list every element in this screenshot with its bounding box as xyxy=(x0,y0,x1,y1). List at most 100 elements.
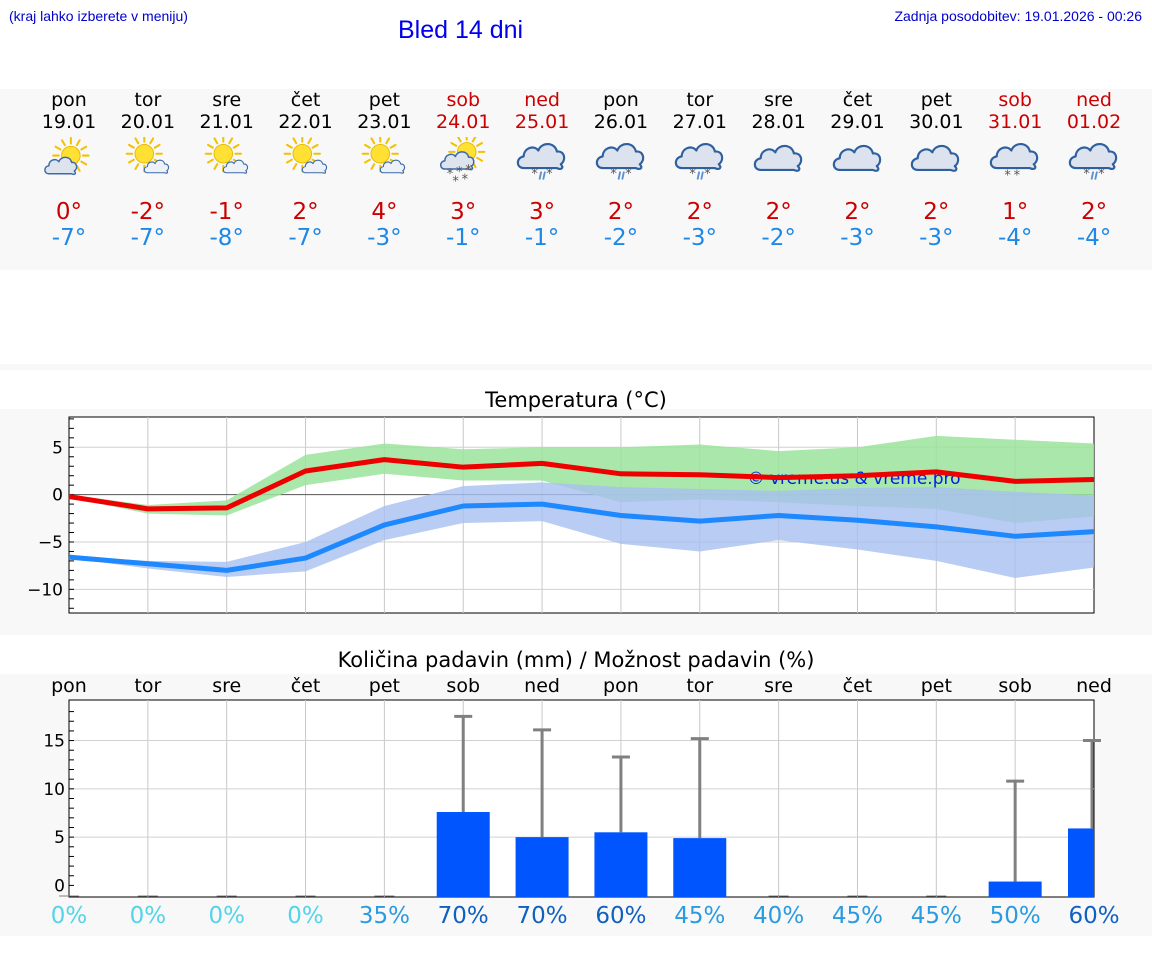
day-column: pon 19.01 0° -7° xyxy=(30,89,108,259)
precipitation-probability: 70% xyxy=(437,903,489,929)
max-temperature: 3° xyxy=(450,199,477,225)
max-temperature: 2° xyxy=(1080,199,1108,225)
x-category-label: sob xyxy=(446,675,480,697)
sun-ray xyxy=(61,139,66,147)
mostly-sunny-icon xyxy=(283,137,327,174)
sun-ray xyxy=(80,145,88,151)
sun-shape xyxy=(125,137,163,173)
day-name: sre xyxy=(764,89,794,111)
cloud-outline xyxy=(44,156,78,176)
cloudy-icon xyxy=(911,144,960,172)
sun-ray xyxy=(134,137,140,145)
day-name: ned xyxy=(524,89,560,111)
mostly-sunny-icon xyxy=(362,137,406,174)
cloud-shape xyxy=(380,159,406,174)
max-temperature: 2° xyxy=(686,199,713,225)
day-name: čet xyxy=(290,89,321,111)
x-category-label: sob xyxy=(998,675,1032,697)
sun-ray xyxy=(370,137,376,145)
day-date: 28.01 xyxy=(751,111,806,133)
min-temperature-line xyxy=(68,501,1095,573)
sun-ray xyxy=(364,143,372,149)
min-temperature: -4° xyxy=(1076,225,1112,251)
y-tick-label: −5 xyxy=(38,533,63,553)
cloud-outline xyxy=(440,151,475,171)
cloud-shape xyxy=(301,159,327,174)
cloudy-icon xyxy=(832,144,881,172)
sun-ray xyxy=(311,143,319,149)
day-column: tor 20.01 -2° -7° xyxy=(109,89,187,259)
sun-ray xyxy=(153,143,161,149)
precipitation-bar xyxy=(436,812,490,897)
day-date: 01.02 xyxy=(1066,111,1122,133)
precipitation-probability: 35% xyxy=(358,903,410,929)
mostly-sunny-icon xyxy=(125,137,169,174)
day-column: pon 26.01 * * 2° -2° xyxy=(582,89,660,259)
cloud-outline xyxy=(989,143,1039,170)
cloud-outline xyxy=(753,144,802,172)
sun-ray xyxy=(385,137,391,145)
cloud-outline xyxy=(380,159,406,174)
sun-ray xyxy=(370,163,376,171)
x-category-label: tor xyxy=(134,675,161,697)
day-name: ned xyxy=(1076,89,1112,111)
plot-area xyxy=(68,699,1095,898)
min-temperature: -3° xyxy=(367,225,402,251)
sun-shape xyxy=(204,137,242,173)
cloud-shape xyxy=(1068,143,1118,170)
snowflake: * xyxy=(546,167,553,182)
raindrop xyxy=(542,171,546,180)
min-temperature: -3° xyxy=(682,225,718,251)
sun-ray xyxy=(149,137,154,145)
cloud-outline xyxy=(143,159,169,174)
snowflake: * xyxy=(447,167,454,182)
min-temperature: -4° xyxy=(997,225,1033,251)
day-date: 27.01 xyxy=(672,111,727,133)
day-name: čet xyxy=(842,89,873,111)
cloud-outline xyxy=(1068,143,1118,170)
x-category-label: sre xyxy=(764,675,793,697)
day-name: tor xyxy=(134,89,162,111)
sun-ray xyxy=(80,160,88,166)
snowflake: * xyxy=(625,167,632,182)
min-temperature: -7° xyxy=(288,225,323,251)
min-temperature: -2° xyxy=(603,225,639,251)
day-name: tor xyxy=(686,89,714,111)
y-tick-label: −10 xyxy=(27,580,63,600)
snowflake: * xyxy=(1098,167,1105,182)
cloud-shape xyxy=(595,143,645,170)
sun-ray xyxy=(127,143,135,149)
min-temperature: -1° xyxy=(446,225,481,251)
cloud-outline xyxy=(595,143,645,170)
sun-ray xyxy=(285,158,293,164)
raindrop xyxy=(696,171,700,180)
snowflake: * xyxy=(466,163,473,178)
sun-ray xyxy=(390,143,397,149)
day-column: ned 01.02 * * 2° -4° xyxy=(1055,89,1133,259)
precipitation-probability: 45% xyxy=(674,903,726,929)
snowflake: * xyxy=(1014,169,1021,184)
y-tick-label: 5 xyxy=(52,438,63,458)
cloud-shape xyxy=(674,143,724,170)
y-tick-label: 15 xyxy=(43,732,65,752)
max-temperature: 2° xyxy=(765,199,792,225)
cloud-shape xyxy=(222,159,248,174)
day-date: 20.01 xyxy=(120,111,176,133)
sun-ray xyxy=(476,142,484,147)
sun-ray xyxy=(291,163,297,171)
precipitation-probability: 40% xyxy=(753,903,805,929)
sun-ray xyxy=(476,156,484,162)
x-category-label: pon xyxy=(603,675,639,697)
min-temperature: -3° xyxy=(840,225,875,251)
max-temperature-line xyxy=(68,457,1095,512)
day-column: čet 22.01 2° -7° xyxy=(267,89,345,259)
max-temperature: 3° xyxy=(529,199,556,225)
sun-ray xyxy=(54,145,62,151)
min-temperature: -7° xyxy=(130,225,166,251)
cloud-shape xyxy=(753,144,802,172)
x-category-label: pon xyxy=(51,675,87,697)
precipitation-bar xyxy=(988,881,1042,897)
day-column: tor 27.01 * * 2° -3° xyxy=(661,89,739,259)
sun-disc xyxy=(370,143,391,164)
precipitation-probability: 0% xyxy=(50,903,88,929)
